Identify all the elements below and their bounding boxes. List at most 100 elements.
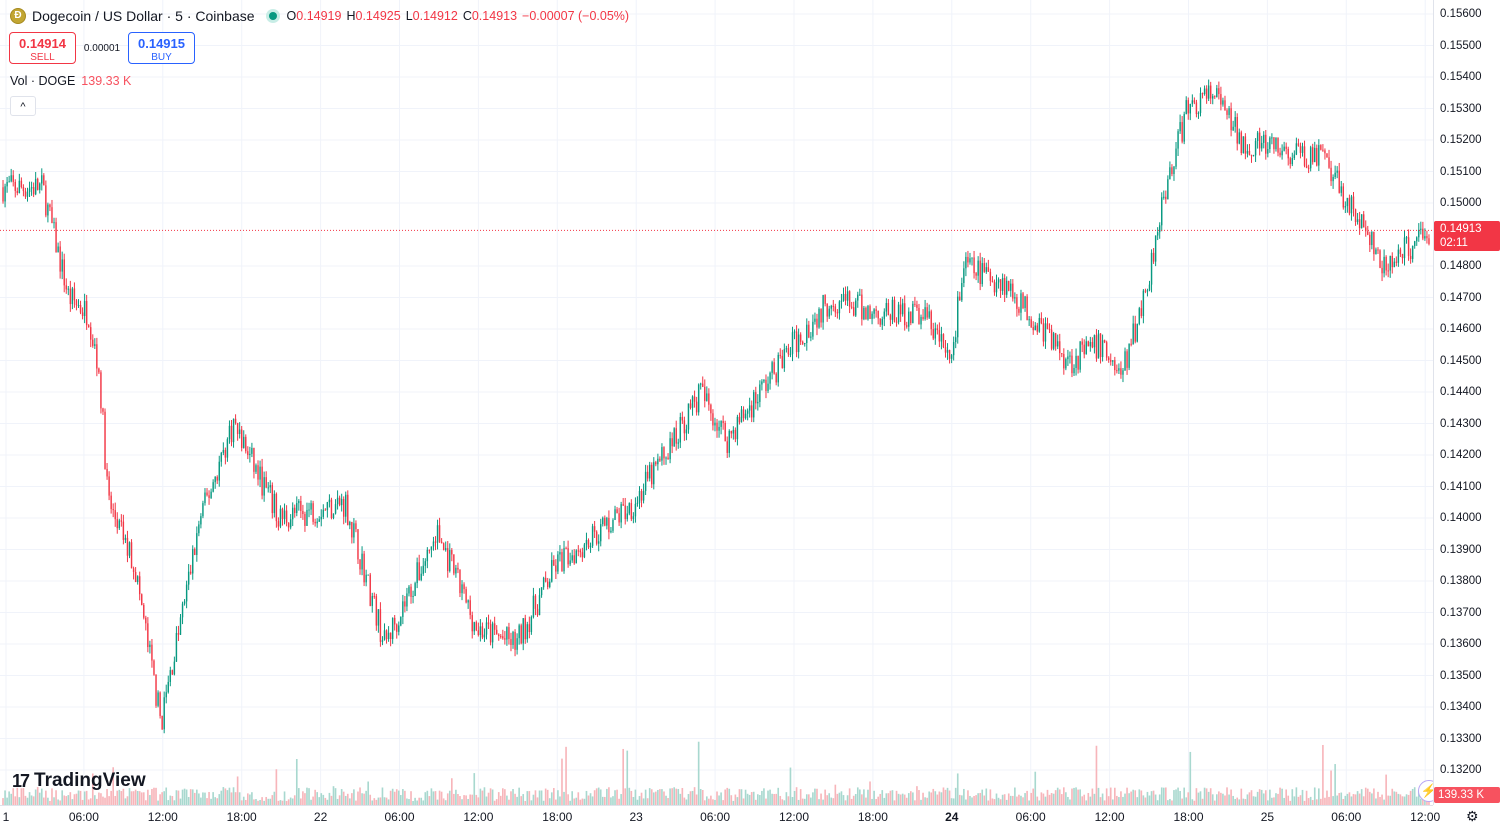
candle-body: [944, 347, 947, 353]
candle-body: [695, 401, 698, 413]
candle-body: [273, 493, 276, 514]
candle-body: [855, 300, 857, 316]
time-axis[interactable]: 1 06:00 12:00 18:00 22 06:00 12:00 18:00 23 06:00…: [0, 805, 1440, 829]
volume-bar: [1407, 794, 1410, 805]
buy-button[interactable]: 0.14915 BUY: [128, 32, 195, 64]
volume-bar: [1244, 799, 1247, 805]
settings-icon[interactable]: ⚙: [1466, 808, 1479, 824]
candle-body: [1134, 323, 1136, 342]
volume-bar: [808, 794, 810, 805]
candle-body: [39, 183, 41, 190]
candle-body: [1422, 228, 1424, 239]
volume-bar: [489, 788, 492, 805]
volume-bar: [903, 794, 906, 805]
volume-bar: [1289, 800, 1292, 805]
candle-body: [1242, 136, 1245, 154]
candle-body: [22, 187, 25, 192]
sell-button[interactable]: 0.14914 SELL: [9, 32, 76, 64]
candle-body: [840, 300, 843, 302]
volume-bar: [106, 789, 108, 805]
candle-body: [1385, 256, 1387, 271]
volume-bar: [1354, 794, 1357, 805]
price-axis[interactable]: 0.15600 0.15500 0.15400 0.15300 0.15200 0.151…: [1433, 0, 1508, 805]
candle-body: [1218, 88, 1220, 95]
price-chart[interactable]: [0, 0, 1433, 805]
candle-body: [357, 529, 359, 560]
candle-body: [451, 550, 453, 555]
collapse-legend-button[interactable]: ^: [10, 96, 36, 116]
candle-body: [26, 191, 29, 197]
candle-body: [106, 469, 108, 477]
candle-body: [230, 425, 233, 443]
volume-bar: [636, 799, 639, 805]
price-tick-label: 0.14600: [1440, 323, 1482, 335]
candle-body: [506, 627, 508, 640]
volume-bar: [557, 790, 559, 805]
volume-bar: [1177, 787, 1179, 805]
candle-body: [493, 623, 496, 630]
volume-bar: [461, 799, 463, 805]
candle-body: [814, 318, 816, 322]
last-price-value: 0.14913: [1440, 223, 1482, 236]
volume-bar: [495, 799, 498, 805]
volume-bar: [785, 792, 788, 805]
volume-bar: [675, 788, 678, 805]
open-value: 0.14919: [296, 9, 342, 23]
volume-bar: [934, 791, 937, 805]
candle-body: [2, 187, 4, 202]
candle-body: [298, 500, 300, 504]
candle-body: [141, 594, 143, 606]
candle-body: [194, 548, 196, 555]
candle-body: [1314, 147, 1316, 163]
volume-bar: [1305, 790, 1308, 805]
volume-bar: [667, 798, 669, 805]
spread-value: 0.00001: [83, 42, 121, 54]
volume-bar: [49, 800, 51, 805]
candle-body: [228, 425, 231, 440]
candle-body: [500, 636, 502, 638]
volume-bar: [34, 789, 37, 805]
symbol-title[interactable]: Dogecoin / US Dollar · 5 · Coinbase: [32, 8, 255, 24]
candle-body: [1334, 172, 1336, 178]
chart-pane[interactable]: [0, 0, 1433, 805]
candle-body: [6, 182, 8, 187]
candle-body: [1424, 236, 1426, 239]
candle-body: [69, 288, 72, 305]
candle-body: [969, 258, 971, 263]
candle-body: [795, 331, 798, 353]
tradingview-logo[interactable]: 17 TradingView: [12, 770, 146, 792]
volume-bar: [1050, 793, 1053, 805]
volume-bar: [767, 790, 769, 805]
volume-bar: [526, 791, 529, 805]
candle-body: [718, 426, 720, 431]
volume-bar: [126, 796, 129, 805]
volume-bar: [30, 795, 33, 805]
volume-bar: [587, 795, 590, 805]
candle-body: [1305, 165, 1308, 168]
candle-body: [642, 491, 645, 501]
volume-bar: [1203, 787, 1206, 805]
volume-bar: [1379, 796, 1381, 805]
volume-bar: [865, 797, 867, 805]
volume-bar: [1381, 794, 1383, 805]
candle-body: [616, 509, 618, 514]
volume-bar: [712, 799, 714, 805]
volume-bar: [1071, 788, 1073, 805]
candle-body: [444, 548, 447, 551]
candle-body: [567, 548, 569, 565]
candle-body: [12, 175, 14, 182]
volume-bar: [993, 799, 996, 805]
volume-bar: [2, 798, 4, 805]
volume-bar: [805, 794, 808, 805]
candle-body: [804, 343, 806, 345]
candle-body: [826, 303, 828, 317]
volume-legend[interactable]: Vol · DOGE 139.33 K: [10, 74, 131, 88]
volume-bar: [528, 791, 531, 805]
candle-body: [628, 503, 631, 514]
candle-body: [1326, 153, 1328, 158]
candle-body: [824, 295, 826, 304]
volume-bar: [991, 798, 994, 805]
candle-body: [1426, 236, 1428, 239]
candle-body: [702, 383, 704, 387]
price-tick-label: 0.15300: [1440, 102, 1482, 115]
